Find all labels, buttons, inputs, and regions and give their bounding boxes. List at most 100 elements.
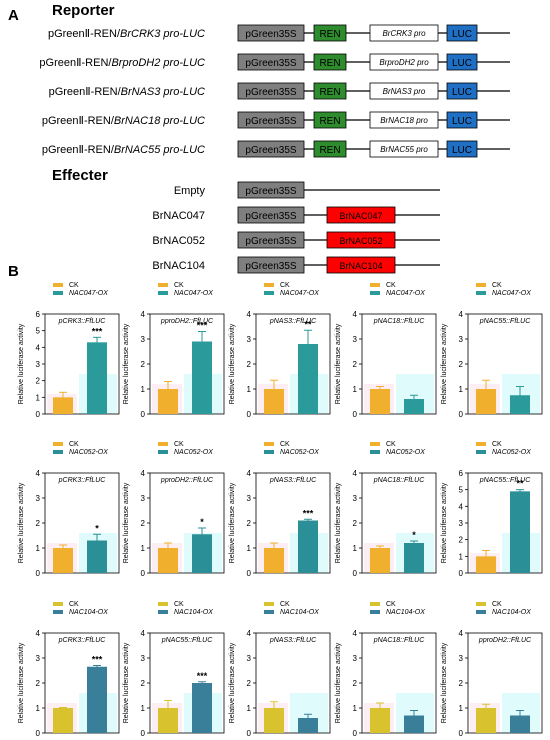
luc-box [446,140,478,158]
legend-label: NAC104-OX [280,609,319,616]
y-tick-label: 2 [141,360,146,369]
chart-title: pCRK3::FfLUC [58,318,107,325]
y-tick-label: 4 [247,310,252,319]
y-tick-label: 1 [459,704,464,713]
ren-label: REN [319,145,340,156]
legend-swatch [476,450,486,454]
luc-label: LUC [452,58,472,69]
legend-label: NAC104-OX [174,609,213,616]
gene-promoter-label: BrNAC18 pro [380,116,428,125]
effecter-construct-row: BrNAC047 pGreen35S BrNAC047 [152,206,440,224]
bar [158,708,178,733]
bar [53,397,73,414]
promoter-label: pGreen35S [245,186,296,197]
bar [298,344,318,414]
y-tick-label: 2 [141,519,146,528]
y-tick-label: 0 [459,569,464,578]
significance-label: * [200,517,204,527]
legend-label: CK [386,441,396,448]
luc-label: LUC [452,116,472,127]
panel-b-letter: B [8,263,19,280]
y-axis-label: Relative luciferase activity [18,482,25,563]
legend-swatch [264,610,274,614]
bar [404,543,424,573]
luc-label: LUC [452,29,472,40]
significance-label: *** [92,655,103,665]
y-tick-label: 0 [353,569,358,578]
legend-label: CK [386,601,396,608]
gene-promoter-label: BrNAC55 pro [380,145,428,154]
y-tick-label: 1 [141,385,146,394]
luc-box [446,24,478,42]
luciferase-chart-grid: B CKNAC047-OXpCRK3::FfLUC0123456Relative… [8,263,543,738]
chart-title: pNAS3::FfLUC [269,637,317,644]
significance-label: *** [92,326,103,336]
legend-label: NAC104-OX [69,609,108,616]
luc-box [446,53,478,71]
reporter-construct-row: pGreenⅡ-REN/BrNAC18 pro-LUC pGreen35S REN B… [42,111,510,129]
y-tick-label: 2 [353,519,358,528]
y-axis-label: Relative luciferase activity [335,482,342,563]
y-axis-label: Relative luciferase activity [335,642,342,723]
y-tick-label: 3 [247,494,252,503]
gene-promoter-box [369,24,439,42]
chart-title: pNAS3::FfLUC [269,477,317,484]
bar [192,534,212,573]
bar [404,399,424,414]
reporter-prefix: pGreenⅡ-REN/ [49,86,122,98]
ren-box [313,24,347,42]
y-tick-label: 3 [141,494,146,503]
bar [510,491,530,573]
effector-gene-box [326,231,396,249]
legend-label: CK [69,441,79,448]
effecter-label: BrNAC047 [152,210,205,222]
y-tick-label: 1 [36,544,41,553]
y-tick-label: 0 [141,410,146,419]
effecter-label: Empty [174,185,206,197]
ren-box [313,140,347,158]
y-tick-label: 0 [141,569,146,578]
effecter-construct-row: Empty pGreen35S [174,181,440,199]
reporter-gene: BrNAC55 pro-LUC [114,144,205,156]
y-tick-label: 3 [247,654,252,663]
legend-label: CK [386,282,396,289]
bar [87,342,107,414]
luc-box [446,111,478,129]
legend-label: CK [174,282,184,289]
legend-label: NAC052-OX [174,449,213,456]
promoter-box [237,53,305,71]
legend-label: NAC052-OX [69,449,108,456]
gene-promoter-box [369,82,439,100]
significance-label: * [412,530,416,540]
reporter-construct-row: pGreenⅡ-REN/BrproDH2 pro-LUC pGreen35S REN… [39,53,510,71]
y-tick-label: 3 [459,519,464,528]
ren-box [313,53,347,71]
legend-label: CK [280,601,290,608]
y-tick-label: 0 [247,569,252,578]
ren-label: REN [319,87,340,98]
reporter-prefix: pGreenⅡ-REN/ [42,115,115,127]
legend-label: CK [69,282,79,289]
effector-gene-box [326,206,396,224]
reporter-construct-row: pGreenⅡ-REN/BrNAC55 pro-LUC pGreen35S REN B… [42,140,510,158]
significance-label: *** [197,671,208,681]
y-tick-label: 1 [353,385,358,394]
gene-promoter-label: BrproDH2 pro [379,58,429,67]
ren-label: REN [319,29,340,40]
legend-swatch [476,442,486,446]
y-tick-label: 2 [459,536,464,545]
legend-swatch [264,291,274,295]
y-axis-label: Relative luciferase activity [123,323,130,404]
y-tick-label: 0 [247,410,252,419]
chart-title: pCRK3::FfLUC [58,477,107,484]
y-axis-label: Relative luciferase activity [123,642,130,723]
reporter-construct-label: pGreenⅡ-REN/BrNAC18 pro-LUC [42,115,205,127]
chart-title: pCRK3::FfLUC [58,637,107,644]
y-tick-label: 1 [247,544,252,553]
y-tick-label: 4 [141,629,146,638]
promoter-box [237,82,305,100]
